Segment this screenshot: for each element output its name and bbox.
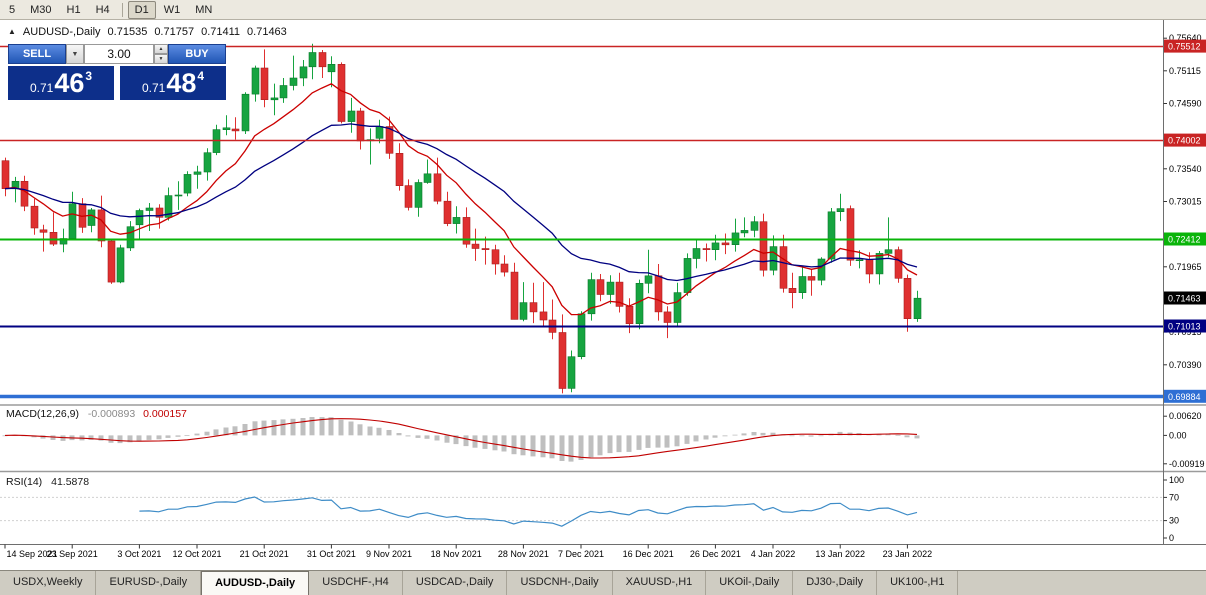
svg-text:23 Sep 2021: 23 Sep 2021 [47,549,98,559]
volume-dropdown-button[interactable]: ▼ [66,44,84,64]
volume-stepper: ▲ ▼ [154,44,168,64]
svg-text:0.75512: 0.75512 [1168,42,1201,52]
sell-button[interactable]: SELL [8,44,66,64]
svg-text:14 Sep 2021: 14 Sep 2021 [6,549,57,559]
chart-tab-audusd-daily[interactable]: AUDUSD-,Daily [201,571,310,595]
rsi-indicator-label: RSI(14) 41.5878 [6,476,89,488]
ohlc-low: 0.71411 [201,26,241,38]
period-button-5[interactable]: 5 [9,3,16,16]
ohlc-high: 0.71757 [154,26,195,38]
sell-price-prefix: 0.71 [29,81,54,95]
macd-indicator [2,417,920,462]
chart-tab-usdx-weekly[interactable]: USDX,Weekly [0,571,97,595]
svg-text:0.75115: 0.75115 [1169,66,1201,76]
buy-price-prefix: 0.71 [141,81,166,95]
price-axis[interactable]: 0.75640 0.75115 0.74590 0.73540 0.73015 0.719… [1163,33,1206,543]
chart-tab-bar: USDX,Weekly EURUSD-,Daily AUDUSD-,Daily USD… [0,570,1206,595]
macd-main-value: -0.000893 [87,408,136,420]
macd-indicator-label: MACD(12,26,9) -0.000893 0.000157 [6,408,187,420]
svg-text:0.00: 0.00 [1169,430,1187,440]
one-click-trading-panel: SELL ▼ 3.00 ▲ ▼ BUY 0.71 46 3 0.71 48 4 [8,44,226,100]
svg-text:13 Jan 2022: 13 Jan 2022 [815,549,865,559]
svg-text:-0.00919: -0.00919 [1169,459,1205,469]
svg-text:0.69884: 0.69884 [1168,392,1201,402]
svg-text:0.74002: 0.74002 [1168,136,1201,146]
rsi-name: RSI(14) [6,476,43,488]
toolbar-separator [121,2,123,17]
svg-text:28 Nov 2021: 28 Nov 2021 [498,549,549,559]
chart-background [0,20,1206,570]
svg-text:16 Dec 2021: 16 Dec 2021 [623,549,674,559]
sell-price-big: 46 [54,67,85,98]
period-button-h1[interactable]: H1 [66,3,81,16]
svg-text:0.70390: 0.70390 [1169,360,1202,370]
svg-text:0.75640: 0.75640 [1169,33,1202,43]
volume-increase-button[interactable]: ▲ [154,44,168,54]
chart-tab-xauusd-h1[interactable]: XAUUSD-,H1 [613,571,707,595]
svg-text:70: 70 [1169,492,1179,502]
rsi-indicator [0,496,1163,527]
buy-button[interactable]: BUY [168,44,226,64]
svg-text:0.73540: 0.73540 [1169,164,1202,174]
period-button-h4[interactable]: H4 [95,3,110,16]
svg-text:4 Jan 2022: 4 Jan 2022 [751,549,796,559]
ohlc-open: 0.71535 [107,26,148,38]
svg-text:9 Nov 2021: 9 Nov 2021 [366,549,412,559]
panel-separators[interactable] [0,404,1206,473]
ohlc-close: 0.71463 [247,26,287,38]
buy-price-big: 48 [166,67,197,98]
moving-average-10-line [4,83,918,316]
svg-text:26 Dec 2021: 26 Dec 2021 [690,549,741,559]
volume-input[interactable]: 3.00 [84,44,154,64]
chart-tab-ukoil-daily[interactable]: UKOil-,Daily [706,571,794,595]
svg-text:0.71013: 0.71013 [1168,322,1201,332]
chart-tab-uk100-h1[interactable]: UK100-,H1 [877,571,959,595]
svg-text:100: 100 [1169,475,1184,485]
chart-header: ▲ AUDUSD-,Daily 0.71535 0.71757 0.71411 … [8,26,287,38]
rsi-value: 41.5878 [51,476,90,488]
axis-frame [0,20,1206,545]
period-button-w1[interactable]: W1 [163,3,181,16]
moving-average-25-line [4,123,918,282]
period-button-m30[interactable]: M30 [30,3,52,16]
period-button-d1[interactable]: D1 [127,0,156,19]
sell-price-sup: 3 [85,69,93,83]
timeframe-toolbar: 5 M30 H1 H4 D1 W1 MN [0,0,1206,20]
sell-price-display[interactable]: 0.71 46 3 [8,66,114,100]
svg-text:0.74590: 0.74590 [1169,99,1202,109]
period-button-mn[interactable]: MN [195,3,213,16]
svg-text:0.00620: 0.00620 [1169,411,1202,421]
svg-text:30: 30 [1169,516,1179,526]
svg-text:23 Jan 2022: 23 Jan 2022 [883,549,933,559]
svg-text:0: 0 [1169,533,1174,543]
svg-text:0.72412: 0.72412 [1168,235,1201,245]
chart-tab-usdcnh-daily[interactable]: USDCNH-,Daily [507,571,613,595]
svg-text:21 Oct 2021: 21 Oct 2021 [240,549,289,559]
svg-text:12 Oct 2021: 12 Oct 2021 [172,549,221,559]
svg-text:31 Oct 2021: 31 Oct 2021 [307,549,356,559]
svg-text:7 Dec 2021: 7 Dec 2021 [558,549,604,559]
macd-signal-value: 0.000157 [143,408,187,420]
chart-tab-usdcad-daily[interactable]: USDCAD-,Daily [403,571,508,595]
chart-tab-dj30-daily[interactable]: DJ30-,Daily [793,571,878,595]
chart-tab-usdchf-h4[interactable]: USDCHF-,H4 [309,571,403,595]
svg-text:3 Oct 2021: 3 Oct 2021 [117,549,161,559]
svg-text:0.71965: 0.71965 [1169,262,1202,272]
buy-price-sup: 4 [197,69,205,83]
chart-tab-eurusd-daily[interactable]: EURUSD-,Daily [96,571,202,595]
svg-text:18 Nov 2021: 18 Nov 2021 [431,549,482,559]
collapse-panel-icon[interactable]: ▲ [8,27,16,36]
horizontal-level-lines[interactable] [0,45,1163,399]
buy-price-display[interactable]: 0.71 48 4 [120,66,226,100]
volume-decrease-button[interactable]: ▼ [154,54,168,64]
chevron-down-icon: ▼ [71,50,79,58]
svg-text:0.73015: 0.73015 [1169,197,1202,207]
chart-symbol-label: AUDUSD-,Daily [22,26,101,38]
macd-name: MACD(12,26,9) [6,408,79,420]
chart-window: 0.75640 0.75115 0.74590 0.73540 0.73015 0.719… [0,20,1206,570]
svg-text:0.71463: 0.71463 [1168,294,1201,304]
chart-canvas[interactable]: 0.756400.751150.745900.735400.730150.719… [0,20,1206,570]
